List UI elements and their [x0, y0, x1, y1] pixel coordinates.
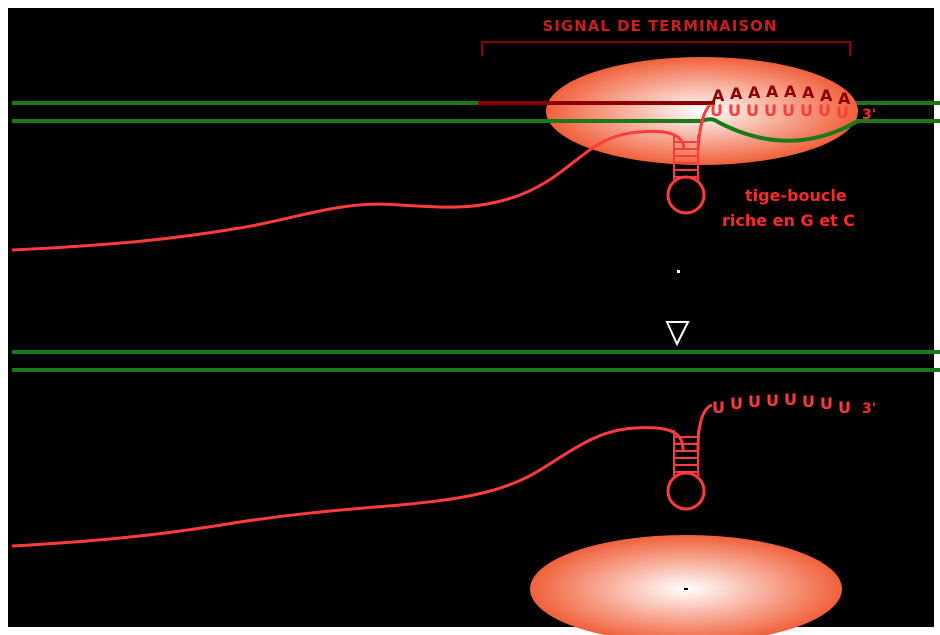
- u-letter: U: [746, 101, 759, 120]
- u-letter: U: [710, 101, 723, 120]
- a-letter: A: [802, 83, 815, 102]
- u-letter: U: [784, 390, 797, 409]
- u-letter: U: [782, 101, 795, 120]
- u-letter: U: [820, 394, 833, 413]
- a-letter: A: [748, 83, 761, 102]
- rna-transcript-bottom: [11, 403, 713, 548]
- rna-polymerase-top: [546, 57, 858, 165]
- u-letter: U: [802, 392, 815, 411]
- u-letter: U: [766, 391, 779, 410]
- u-letter: U: [764, 101, 777, 120]
- stem-loop-label-line1: tige-boucle: [745, 186, 847, 205]
- a-letter: A: [766, 82, 779, 101]
- a-sequence: A A A A A A A A: [712, 82, 851, 108]
- u-letter: U: [818, 101, 831, 120]
- u-letter: U: [800, 101, 813, 120]
- title-bracket: [481, 41, 851, 56]
- u-letter: U: [836, 103, 849, 122]
- three-prime-label-top: 3': [862, 107, 876, 123]
- u-letter: U: [730, 394, 743, 413]
- down-arrow-icon: [665, 321, 690, 347]
- stem-loop-top: [666, 135, 706, 215]
- stem-loop-bottom: [666, 430, 706, 511]
- diagram-title: SIGNAL DE TERMINAISON: [543, 17, 778, 35]
- u-sequence-top: U U U U U U U U: [710, 101, 849, 122]
- polymerase-center-dot: [684, 588, 688, 590]
- rna-polymerase-released: [530, 535, 842, 635]
- u-letter: U: [748, 392, 761, 411]
- dna-bubble-strand: [548, 117, 940, 143]
- u-letter: U: [838, 398, 851, 417]
- three-prime-label-bottom: 3': [862, 401, 876, 417]
- a-letter: A: [784, 82, 797, 101]
- a-letter: A: [838, 89, 851, 108]
- u-sequence-bottom: U U U U U U U U: [712, 390, 851, 417]
- a-letter: A: [712, 86, 725, 105]
- u-letter: U: [728, 101, 741, 120]
- stem-loop-label-line2: riche en G et C: [722, 211, 855, 230]
- a-letter: A: [820, 86, 833, 105]
- u-letter: U: [712, 398, 725, 417]
- small-dot: [677, 270, 680, 273]
- a-letter: A: [730, 84, 743, 103]
